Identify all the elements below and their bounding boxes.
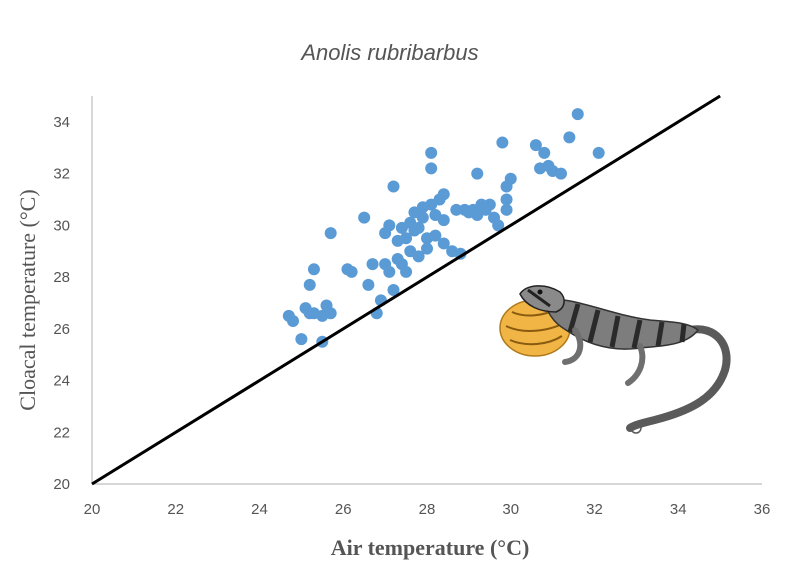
lizard-eye [537, 289, 543, 295]
y-tick-labels: 20 22 24 26 28 30 32 34 [53, 114, 70, 493]
reference-line [91, 94, 721, 486]
data-point [500, 193, 513, 206]
data-point [437, 188, 450, 201]
plot-area: 20 22 24 26 28 30 32 34 36 20 22 24 26 28 30 32 34 [53, 94, 771, 518]
data-point [358, 211, 371, 224]
data-point [425, 162, 438, 175]
x-tick-label: 30 [502, 501, 519, 518]
y-tick-label: 26 [53, 321, 70, 338]
data-point [345, 265, 358, 278]
y-tick-label: 22 [53, 424, 70, 441]
data-point [303, 278, 316, 291]
data-point [387, 180, 400, 193]
data-point [555, 167, 567, 180]
data-point [362, 278, 375, 291]
data-point [504, 172, 517, 185]
data-point [496, 136, 509, 149]
data-point [571, 108, 584, 121]
data-point [450, 203, 463, 216]
data-points [282, 108, 605, 348]
x-axis-title: Air temperature (°C) [331, 535, 530, 560]
data-point [416, 211, 429, 224]
data-point [287, 315, 299, 328]
x-tick-label: 34 [670, 501, 687, 518]
chart-title: Anolis rubribarbus [299, 40, 478, 65]
data-point [471, 167, 484, 180]
x-tick-label: 26 [335, 501, 352, 518]
data-point [437, 237, 450, 250]
data-point [538, 146, 551, 159]
data-point [400, 265, 413, 278]
lizard-tail-curl [630, 422, 642, 434]
data-point [429, 229, 442, 242]
x-tick-label: 28 [419, 501, 436, 518]
data-point [412, 221, 425, 234]
data-point [307, 263, 320, 276]
y-tick-label: 20 [53, 476, 70, 493]
y-tick-label: 28 [53, 269, 70, 286]
lizard-with-extended-dewlap-illustration [499, 285, 731, 434]
lizard-body [544, 298, 700, 350]
y-tick-label: 32 [53, 166, 70, 183]
x-tick-label: 36 [754, 501, 771, 518]
data-point [383, 219, 396, 232]
lizard-front-leg [562, 327, 584, 365]
lizard-stripes [567, 303, 687, 349]
data-point [324, 307, 337, 320]
x-tick-label: 24 [251, 501, 268, 518]
x-tick-labels: 20 22 24 26 28 30 32 34 36 [84, 501, 771, 518]
data-point [500, 203, 513, 216]
data-point [366, 258, 379, 271]
lizard-hind-leg [625, 343, 646, 386]
data-point [324, 227, 337, 240]
data-point [563, 131, 576, 144]
y-tick-label: 34 [53, 114, 70, 131]
y-axis-title: Cloacal temperature (°C) [15, 189, 40, 410]
data-point [592, 146, 605, 159]
data-point [383, 265, 396, 278]
x-tick-label: 20 [84, 501, 101, 518]
data-point [437, 214, 450, 227]
data-point [483, 198, 496, 211]
data-point [295, 333, 308, 346]
data-point [492, 219, 505, 232]
data-point [400, 232, 413, 245]
lizard-head-stripe [527, 288, 551, 308]
data-point [387, 284, 400, 296]
y-tick-label: 30 [53, 217, 70, 234]
data-point [529, 139, 542, 152]
x-tick-label: 22 [167, 501, 184, 518]
data-point [421, 242, 433, 255]
y-tick-label: 24 [53, 373, 70, 390]
x-tick-label: 32 [586, 501, 603, 518]
lizard-tail [626, 325, 731, 432]
data-point [412, 250, 425, 263]
data-point [425, 146, 438, 159]
